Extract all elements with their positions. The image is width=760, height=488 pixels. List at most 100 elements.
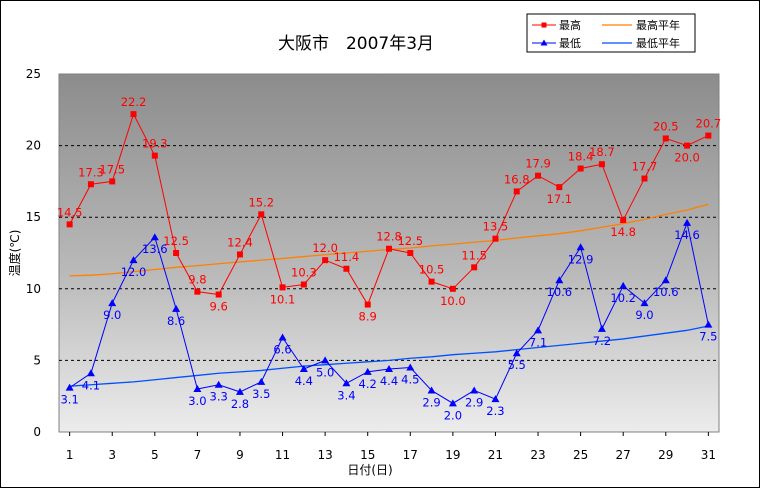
data-label-max: 12.5 (397, 234, 423, 248)
data-label-max: 14.5 (57, 205, 83, 219)
data-label-min: 2.8 (231, 397, 249, 411)
x-tick-label: 13 (317, 448, 332, 462)
y-tick-label: 15 (26, 210, 41, 224)
data-point-min (129, 256, 138, 264)
data-point-min (406, 363, 415, 371)
plot-area (58, 73, 720, 433)
data-label-max: 17.3 (78, 165, 104, 179)
x-tick-label: 29 (658, 448, 673, 462)
data-point-max (215, 291, 222, 298)
data-point-max (151, 152, 158, 159)
data-label-min: 2.9 (422, 395, 440, 409)
data-point-max (428, 278, 435, 285)
data-label-min: 13.6 (142, 242, 168, 256)
data-label-min: 2.3 (486, 404, 504, 418)
data-point-min (619, 281, 628, 289)
data-point-max (705, 132, 712, 139)
data-point-max (386, 245, 392, 252)
data-point-min (385, 364, 393, 372)
data-label-max: 10.5 (419, 263, 445, 277)
data-label-max: 11.5 (461, 248, 487, 262)
data-point-max (471, 264, 478, 271)
data-label-max: 17.9 (525, 157, 551, 171)
data-point-max (407, 250, 414, 256)
data-label-max: 20.5 (653, 119, 679, 133)
series-layer (65, 111, 713, 407)
legend-normal-max-label: 最高平年 (636, 18, 680, 32)
data-point-min (427, 386, 436, 394)
data-label-min: 4.4 (295, 374, 313, 388)
data-point-min (661, 276, 670, 284)
legend-max-label: 最高 (559, 18, 581, 32)
x-tick-label: 1 (66, 448, 74, 462)
series-line-normal-min (69, 325, 709, 387)
data-label-max: 12.4 (227, 235, 253, 249)
legend-normal-min-label: 最低平年 (636, 36, 680, 50)
chart-title: 大阪市 2007年3月 (278, 34, 434, 54)
x-tick-label: 9 (236, 448, 244, 462)
data-point-max (513, 188, 520, 195)
data-label-min: 7.2 (593, 334, 611, 348)
data-point-max (66, 221, 73, 228)
legend: 最高 最低 最高平年 最低平年 (526, 13, 696, 53)
data-label-min: 10.6 (653, 285, 679, 299)
data-label-min: 10.2 (610, 291, 636, 305)
data-point-max (641, 175, 648, 182)
x-tick-label: 15 (360, 448, 375, 462)
data-label-max: 11.4 (334, 250, 360, 264)
data-point-min (597, 324, 606, 332)
data-label-max: 9.6 (210, 300, 228, 314)
y-axis-title: 温度(℃) (7, 230, 22, 277)
data-point-max (364, 301, 371, 308)
data-point-max (577, 165, 584, 172)
data-label-min: 7.5 (699, 330, 717, 344)
data-label-max: 10.0 (440, 294, 466, 308)
data-point-max (556, 184, 563, 191)
x-tick-label: 23 (530, 448, 545, 462)
data-label-min: 5.0 (316, 365, 334, 379)
data-label-min: 3.4 (337, 388, 355, 402)
data-point-max (322, 257, 329, 264)
data-label-max: 12.8 (376, 230, 402, 244)
data-point-max (535, 172, 542, 179)
data-point-min (576, 243, 585, 251)
data-point-min (704, 320, 713, 328)
data-point-max (130, 111, 137, 118)
legend-min-label: 最低 (559, 37, 581, 50)
x-tick-label: 19 (445, 448, 460, 462)
data-label-max: 20.7 (696, 117, 722, 131)
data-label-min: 5.5 (508, 358, 526, 372)
data-label-min: 6.6 (273, 342, 291, 356)
data-point-min (150, 233, 159, 241)
x-tick-label: 11 (275, 448, 290, 462)
data-point-min (86, 369, 95, 377)
data-point-min (193, 385, 202, 393)
data-point-max (598, 161, 605, 168)
x-tick-label: 5 (151, 448, 159, 462)
x-tick-label: 17 (403, 448, 418, 462)
data-label-min: 12.9 (568, 252, 594, 266)
x-tick-label: 25 (573, 448, 588, 462)
y-tick-label: 20 (26, 139, 41, 153)
legend-box (526, 13, 696, 53)
data-point-min (172, 304, 181, 312)
data-point-max (343, 265, 350, 272)
data-point-max (109, 178, 116, 185)
data-point-min (640, 299, 649, 307)
data-label-max: 9.8 (188, 273, 206, 287)
data-label-min: 3.3 (210, 390, 228, 404)
data-point-min (534, 326, 543, 334)
data-label-min: 4.1 (82, 378, 100, 392)
data-labels: 14.5 17.317.5 22.2 19.3 12.5 9.8 9.6 12.4 15.2 10… (57, 95, 721, 422)
x-axis: 1 3 5 7 9 11 13 15 17 19 21 23 25 27 29 31 (66, 432, 716, 462)
data-point-min (683, 218, 692, 226)
legend-max-marker (541, 22, 547, 28)
data-point-max (449, 285, 456, 292)
data-label-max: 17.7 (632, 160, 658, 174)
data-label-max: 19.3 (142, 137, 168, 151)
data-label-min: 2.9 (465, 395, 483, 409)
data-point-max (300, 281, 307, 288)
y-tick-label: 10 (26, 282, 41, 296)
data-point-max (620, 217, 627, 224)
